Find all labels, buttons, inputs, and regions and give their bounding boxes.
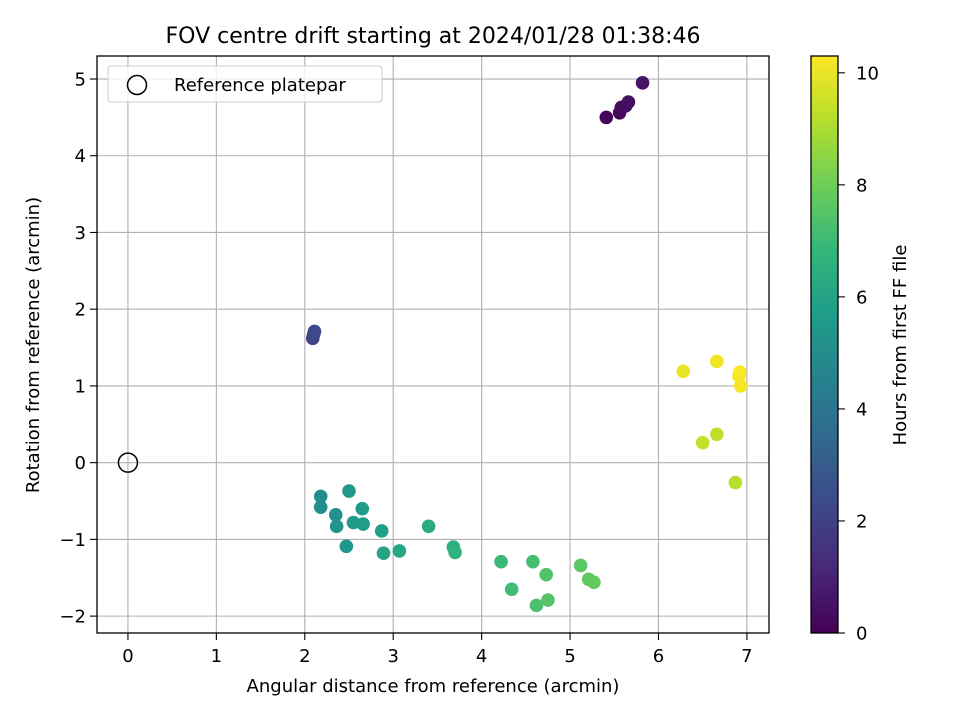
data-point xyxy=(313,489,328,504)
colorbar-ticks: 0 2 4 6 8 10 xyxy=(838,63,879,645)
y-axis-label: Rotation from reference (arcmin) xyxy=(23,197,44,493)
data-point xyxy=(621,95,636,109)
colorbar-tick-label: 8 xyxy=(856,175,867,196)
y-tick-label: −2 xyxy=(59,607,86,628)
data-point xyxy=(599,110,614,125)
y-tick-label: 3 xyxy=(75,223,86,244)
colorbar: 0 2 4 6 8 10 Hours from first FF file xyxy=(810,55,911,645)
grid xyxy=(97,56,769,633)
data-point xyxy=(573,558,588,573)
data-point xyxy=(695,435,710,450)
data-point xyxy=(529,598,544,613)
x-tick-label: 6 xyxy=(653,646,664,667)
colorbar-tick-label: 0 xyxy=(856,624,867,645)
x-tick-label: 7 xyxy=(741,646,752,667)
data-point xyxy=(539,567,553,582)
data-point xyxy=(339,539,354,554)
y-tick-label: 1 xyxy=(75,376,86,397)
data-point xyxy=(587,575,601,590)
x-tick-label: 0 xyxy=(122,646,133,667)
colorbar-tick-label: 2 xyxy=(856,511,867,532)
colorbar-label: Hours from first FF file xyxy=(890,245,911,446)
data-point xyxy=(421,519,436,534)
y-tick-label: 4 xyxy=(75,146,86,167)
data-point xyxy=(307,324,322,339)
data-point xyxy=(313,500,328,514)
colorbar-tick-label: 6 xyxy=(856,287,867,308)
data-point xyxy=(328,508,343,522)
x-tick-label: 2 xyxy=(299,646,310,667)
data-point xyxy=(448,545,462,560)
legend-box xyxy=(107,65,383,103)
data-point xyxy=(635,76,650,90)
data-points xyxy=(305,76,748,613)
y-axis-ticks: −2 −1 0 1 2 3 4 5 xyxy=(59,70,97,628)
colorbar-tick-label: 4 xyxy=(856,399,867,420)
colorbar-tick-label: 10 xyxy=(856,63,879,84)
data-point xyxy=(376,546,391,561)
legend-entry-reference-platepar: Reference platepar xyxy=(174,75,346,96)
x-tick-label: 5 xyxy=(564,646,575,667)
data-point xyxy=(504,582,519,597)
legend: Reference platepar xyxy=(107,65,383,103)
data-point xyxy=(329,519,344,534)
reference-platepar-marker xyxy=(117,452,139,473)
data-point xyxy=(676,364,691,379)
legend-reference-marker xyxy=(126,74,148,96)
data-point xyxy=(710,354,724,369)
data-point xyxy=(526,554,540,569)
data-point xyxy=(728,475,743,490)
y-tick-label: −1 xyxy=(59,530,86,551)
data-point xyxy=(374,524,389,538)
data-point xyxy=(355,501,370,516)
x-tick-label: 1 xyxy=(211,646,222,667)
colorbar-frame xyxy=(810,55,839,634)
x-tick-label: 3 xyxy=(387,646,398,667)
colorbar-gradient xyxy=(811,56,838,633)
data-point xyxy=(342,484,356,498)
chart-title: FOV centre drift starting at 2024/01/28 … xyxy=(166,24,701,49)
plot-frame xyxy=(96,55,770,634)
data-point xyxy=(541,593,555,607)
data-point xyxy=(710,427,724,442)
data-point xyxy=(733,365,747,379)
y-tick-label: 5 xyxy=(75,70,86,91)
x-axis-label: Angular distance from reference (arcmin) xyxy=(247,676,620,697)
x-axis-ticks: 0 1 2 3 4 5 6 7 xyxy=(122,633,753,667)
data-point xyxy=(494,554,508,569)
data-point xyxy=(356,517,370,531)
x-tick-label: 4 xyxy=(476,646,487,667)
y-tick-label: 2 xyxy=(75,300,86,321)
data-point xyxy=(392,544,407,558)
y-tick-label: 0 xyxy=(75,453,86,474)
